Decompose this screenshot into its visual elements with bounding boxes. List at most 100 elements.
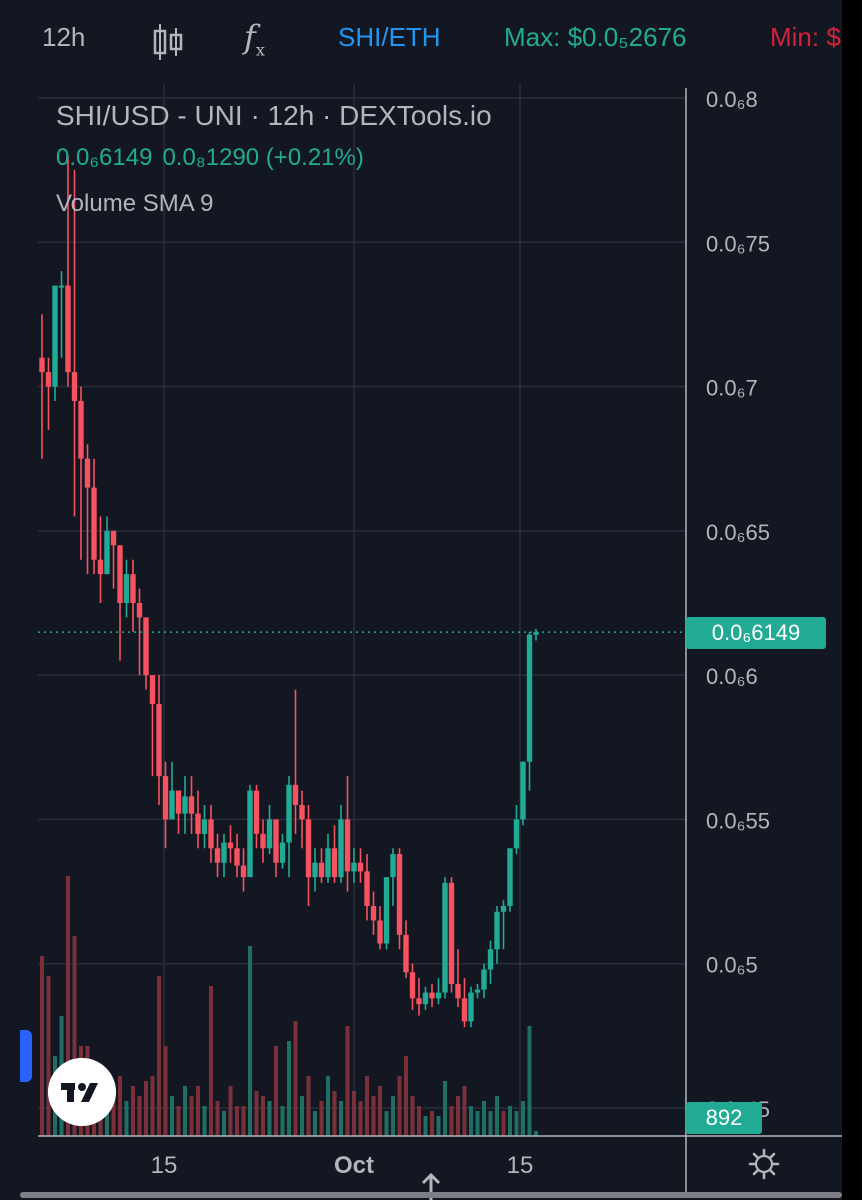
drawing-toolbar-toggle[interactable] xyxy=(20,1030,32,1082)
volume-bar xyxy=(280,1106,285,1136)
volume-bar xyxy=(508,1106,512,1136)
volume-bar xyxy=(274,1046,278,1136)
candle-body xyxy=(312,862,318,878)
volume-bar xyxy=(202,1106,207,1136)
volume-tag: 892 xyxy=(686,1102,762,1134)
tradingview-logo[interactable] xyxy=(48,1058,116,1126)
volume-bar xyxy=(417,1106,421,1136)
legend-last-price: 0.0₆6149 xyxy=(56,144,153,171)
candle-body xyxy=(110,530,117,546)
candle-body xyxy=(390,854,396,878)
candle-body xyxy=(429,992,435,999)
volume-bar xyxy=(358,1101,363,1136)
pair-selector[interactable]: SHI/ETH xyxy=(338,22,441,52)
price-axis-label: 0.0₆65 xyxy=(706,520,770,545)
volume-bar xyxy=(371,1096,376,1136)
volume-bar xyxy=(293,1021,298,1136)
volume-bar xyxy=(410,1096,415,1136)
volume-bar xyxy=(131,1086,135,1136)
volume-bar xyxy=(215,1101,220,1136)
settings-gear-icon[interactable] xyxy=(748,1148,780,1180)
candle-body xyxy=(123,574,130,603)
candle-body xyxy=(286,784,292,843)
volume-bar xyxy=(248,946,252,1136)
volume-bar xyxy=(436,1116,441,1136)
candle-body xyxy=(526,634,533,762)
candle-body xyxy=(52,285,58,387)
candle-body xyxy=(422,992,429,1005)
candle-body xyxy=(201,819,208,834)
candles xyxy=(39,155,539,1028)
candle-body xyxy=(513,819,520,849)
volume-bar xyxy=(300,1096,304,1136)
candle-body xyxy=(214,848,221,863)
volume-bar xyxy=(326,1076,330,1136)
grid-lines xyxy=(38,84,686,1136)
time-axis-label: 15 xyxy=(151,1152,178,1179)
volume-bar xyxy=(475,1111,480,1136)
candle-body xyxy=(188,796,195,814)
candle-body xyxy=(208,819,214,849)
candle-body xyxy=(507,848,513,906)
volume-bar xyxy=(241,1106,246,1136)
candlestick-icon[interactable] xyxy=(152,22,184,62)
volume-bar xyxy=(391,1096,395,1136)
candle-body xyxy=(370,906,377,921)
interval-selector[interactable]: 12h xyxy=(42,22,86,52)
candle-body xyxy=(468,992,474,1022)
candle-body xyxy=(292,784,299,805)
chart-toolbar: 12h fx SHI/ETH Max: $0.0₅2676 Min: $ xyxy=(0,0,862,84)
candle-body xyxy=(494,911,500,950)
candle-body xyxy=(253,790,260,834)
volume-bar xyxy=(124,1101,129,1136)
volume-bar xyxy=(189,1096,194,1136)
volume-bar xyxy=(72,936,77,1136)
volume-bar xyxy=(46,976,51,1136)
volume-bar xyxy=(150,1076,155,1136)
volume-bar xyxy=(267,1101,272,1136)
candle-body xyxy=(97,559,104,575)
volume-bar xyxy=(443,1081,447,1136)
candle-body xyxy=(78,401,84,459)
volume-bar xyxy=(40,956,44,1136)
volume-bar xyxy=(228,1086,233,1136)
legend-volume-sma[interactable]: Volume SMA 9 xyxy=(56,190,214,217)
candle-body xyxy=(435,992,442,999)
candle-body xyxy=(45,372,52,387)
volume-bar xyxy=(319,1101,324,1136)
volume-bar xyxy=(254,1091,259,1136)
volume-bar xyxy=(384,1111,389,1136)
volume-bar xyxy=(404,1056,408,1136)
volume-bar xyxy=(365,1076,369,1136)
candle-body xyxy=(162,776,169,820)
candle-body xyxy=(104,530,110,575)
candle-body xyxy=(58,285,65,288)
candle-body xyxy=(299,805,305,820)
candle-body xyxy=(500,906,507,912)
candle-body xyxy=(65,285,71,373)
volume-bar xyxy=(352,1091,356,1136)
candle-body xyxy=(279,842,286,863)
candle-body xyxy=(442,882,448,993)
candle-body xyxy=(247,790,253,878)
candle-body xyxy=(409,972,416,999)
volume-bar xyxy=(118,1076,122,1136)
candle-body xyxy=(364,871,370,906)
volume-bar xyxy=(514,1111,519,1136)
candle-body xyxy=(448,882,455,984)
candle-body xyxy=(338,819,344,878)
candle-body xyxy=(533,632,539,635)
volume-bar xyxy=(482,1101,486,1136)
home-indicator xyxy=(20,1192,842,1198)
price-axis-label: 0.0₆55 xyxy=(706,808,770,833)
candle-body xyxy=(234,848,240,866)
candle-body xyxy=(461,998,468,1022)
volume-bar xyxy=(501,1111,506,1136)
time-axis-label: Oct xyxy=(334,1152,374,1179)
candle-body xyxy=(377,920,383,944)
volume-bar xyxy=(527,1026,532,1136)
volume-bar xyxy=(397,1076,402,1136)
candle-body xyxy=(84,458,91,488)
indicators-button[interactable]: fx xyxy=(244,18,265,59)
